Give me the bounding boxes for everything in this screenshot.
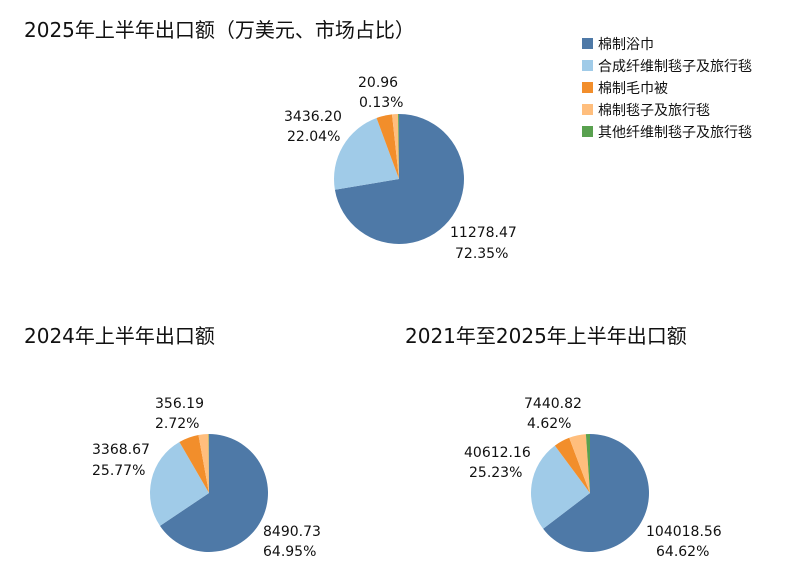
legend-swatch [582,38,593,49]
data-label-percent: 25.23% [469,465,522,481]
pie-slice [392,114,399,179]
pie-slice [150,441,209,526]
data-label-value: 40612.16 [464,445,531,461]
legend-label: 棉制毛巾被 [598,80,668,97]
data-label-value: 104018.56 [646,524,722,540]
pie-slice [585,434,590,493]
data-label-percent: 72.35% [455,246,508,262]
pie-slice [334,117,399,190]
data-label-percent: 22.04% [287,129,340,145]
data-label-value: 356.19 [155,396,204,412]
pie-slice [179,434,209,493]
chart-title-2024: 2024年上半年出口额 [24,324,215,348]
data-label-value: 20.96 [358,75,398,91]
legend-swatch [582,82,593,93]
legend-label: 棉制毯子及旅行毯 [598,102,710,119]
legend: 棉制浴巾 合成纤维制毯子及旅行毯 棉制毛巾被 棉制毯子及旅行毯 其他纤维制毯子及… [582,36,752,141]
data-label-percent: 4.62% [527,416,571,432]
data-label-value: 3436.20 [284,109,342,125]
pie-slice [531,445,590,529]
pie-slice [569,434,590,493]
pie-slice [159,434,269,552]
legend-swatch [582,104,593,115]
data-label-percent: 64.62% [656,544,709,560]
pie-slice [334,114,465,244]
data-label-value: 7440.82 [524,396,582,412]
pie-chart-2025 [334,114,465,244]
legend-label: 棉制浴巾 [598,36,654,53]
data-label-percent: 25.77% [92,463,145,479]
data-label-value: 3368.67 [92,442,150,458]
data-label-percent: 0.13% [359,95,403,111]
pie-chart-2021-2025 [531,434,649,552]
legend-label: 合成纤维制毯子及旅行毯 [598,59,752,75]
pie-slice [543,434,649,552]
pie-slice [376,114,399,179]
pie-chart-2024 [150,434,269,552]
data-label-percent: 64.95% [263,544,316,560]
legend-swatch [582,60,593,71]
legend-swatch [582,126,593,137]
data-label-percent: 2.72% [155,416,199,432]
chart-title-2025: 2025年上半年出口额（万美元、市场占比） [24,18,415,42]
legend-label: 其他纤维制毯子及旅行毯 [598,125,752,141]
data-label-value: 11278.47 [450,225,517,241]
pie-slice [554,437,590,493]
data-label-value: 8490.73 [263,524,321,540]
chart-title-2021-2025: 2021年至2025年上半年出口额 [405,324,687,348]
pie-slice [198,434,209,493]
pie-slice [398,114,399,179]
